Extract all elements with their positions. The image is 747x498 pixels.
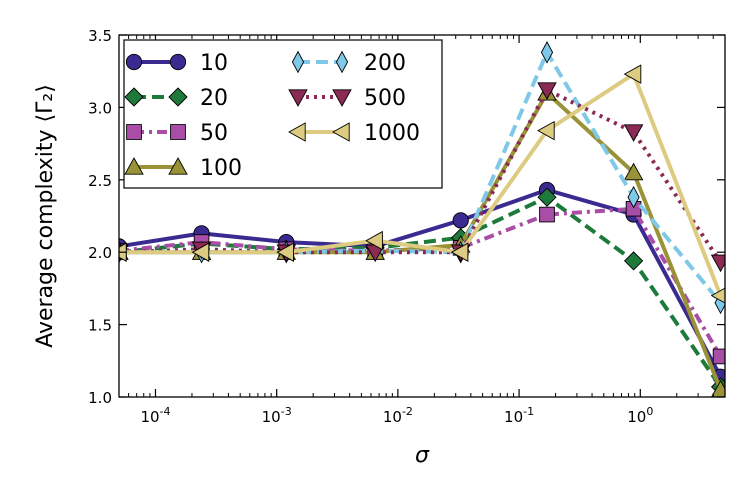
- data-point-1000-4: [450, 242, 469, 262]
- data-point-500-5: [537, 82, 557, 100]
- axes: 1.0 1.5 2.0 2.5 3.0 3.5 10-4 10-3 10-2 10-1 100: [88, 27, 726, 426]
- y-tick-label: 3.0: [88, 99, 112, 117]
- x-tick-label: 10-2: [383, 405, 413, 426]
- data-point-1000-7: [710, 287, 725, 304]
- legend-label: 20: [200, 86, 228, 111]
- y-axis-title: Average complexity ⟨Γ₂⟩: [33, 84, 58, 348]
- legend-item-50: 50: [126, 121, 228, 146]
- legend-marker: [168, 87, 188, 107]
- data-point-1000-1: [191, 242, 210, 262]
- series-line-20: [119, 195, 723, 389]
- data-point-200-5: [540, 41, 554, 64]
- legend-marker: [168, 157, 188, 175]
- plot-frame: [118, 34, 726, 398]
- legend-item-100: 100: [124, 156, 242, 181]
- y-tick-label: 3.5: [88, 27, 112, 45]
- legend-marker: [125, 53, 143, 71]
- legend: 10 20 50 100 200 500 1000: [123, 39, 443, 189]
- y-tick-label: 1.0: [88, 389, 112, 407]
- data-point-10-4: [452, 212, 469, 229]
- data-point-100-7: [711, 379, 725, 397]
- legend-marker: [124, 87, 144, 107]
- legend-marker: [291, 50, 305, 74]
- data-point-1000-2: [276, 242, 294, 262]
- legend-label: 100: [200, 156, 242, 181]
- legend-marker: [126, 124, 142, 140]
- legend-item-500: 500: [288, 86, 406, 111]
- legend-marker: [288, 122, 306, 142]
- legend-label: 500: [364, 86, 406, 111]
- series-line-1000: [119, 72, 723, 297]
- legend-marker: [332, 89, 352, 107]
- legend-marker: [332, 122, 350, 142]
- series-line-500: [119, 88, 723, 264]
- y-tick-label: 2.5: [88, 172, 112, 190]
- x-axis-title: σ: [415, 443, 430, 468]
- legend-marker: [170, 124, 186, 140]
- data-point-20-5: [537, 187, 557, 207]
- data-point-500-7: [710, 254, 725, 273]
- legend-item-1000: 1000: [288, 121, 420, 146]
- legend-marker: [288, 89, 308, 107]
- y-tick-label: 1.5: [88, 317, 112, 335]
- data-point-50-7: [712, 348, 725, 365]
- legend-item-200: 200: [291, 50, 406, 76]
- plot-area: [119, 41, 725, 397]
- data-point-500-6: [623, 124, 644, 142]
- data-point-1000-6: [623, 64, 642, 84]
- data-point-100-6: [623, 162, 644, 181]
- legend-marker: [169, 53, 187, 71]
- legend-marker: [335, 50, 349, 74]
- x-tick-label: 10-3: [262, 405, 292, 426]
- legend-label: 200: [364, 51, 406, 76]
- x-tick-label: 10-1: [504, 405, 534, 426]
- data-point-200-6: [627, 185, 640, 209]
- series-1000: [119, 64, 725, 304]
- legend-label: 50: [200, 121, 228, 146]
- data-point-50-5: [539, 206, 555, 223]
- legend-label: 1000: [364, 121, 420, 146]
- y-tick-label: 2.0: [88, 244, 112, 262]
- legend-item-20: 20: [124, 86, 228, 111]
- x-tick-label: 10-4: [140, 405, 170, 426]
- legend-item-10: 10: [125, 51, 228, 76]
- data-point-1000-5: [537, 120, 555, 141]
- x-tick-label: 100: [627, 405, 653, 426]
- legend-marker: [124, 157, 144, 175]
- data-point-1000-3: [365, 230, 383, 251]
- legend-label: 10: [200, 51, 228, 76]
- data-point-20-6: [623, 251, 644, 271]
